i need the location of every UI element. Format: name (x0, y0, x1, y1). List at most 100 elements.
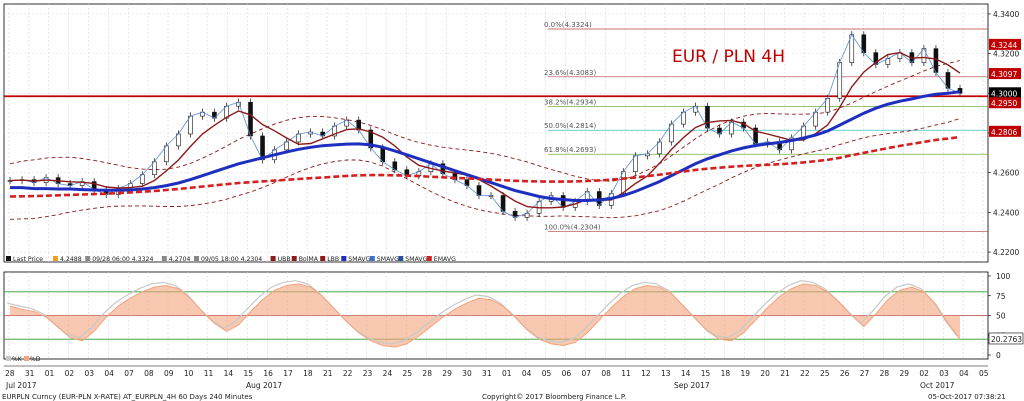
x-tick-label: 20 (760, 369, 770, 378)
x-tick-label: 29 (899, 369, 909, 378)
legend-label: SMAVG (348, 256, 370, 263)
price-tag (989, 38, 1021, 50)
legend-swatch (270, 256, 276, 261)
legend-label: SMAVG (377, 256, 399, 263)
x-tick-label: 05 (542, 369, 552, 378)
osc-legend-swatch (6, 356, 11, 361)
x-tick-label: 11 (621, 369, 631, 378)
fib-label: 0.0%(4.3324) (544, 21, 592, 29)
legend-swatch (85, 256, 91, 261)
price-tag-label: 4.3244 (991, 41, 1017, 50)
x-tick-label: 10 (184, 369, 194, 378)
x-tick-label: 11 (204, 369, 214, 378)
x-tick-label: 31 (482, 369, 492, 378)
osc-y-tick-label: 100 (996, 272, 1011, 281)
legend-label: 4.2704 (169, 256, 191, 263)
legend-swatch (341, 256, 347, 261)
month-label: Jul 2017 (5, 381, 37, 390)
legend-label: 09/05 18:00 4.2304 (201, 256, 262, 263)
price-tag (989, 87, 1021, 99)
legend-label: Last Price (13, 256, 43, 263)
legend-label: EMAVG (434, 256, 456, 263)
legend-label: 4.2488 (60, 256, 82, 263)
x-tick-label: 03 (939, 369, 949, 378)
x-tick-label: 22 (343, 369, 353, 378)
y-tick-label: 4.3200 (993, 50, 1019, 59)
price-tag (989, 125, 1021, 137)
x-tick-label: 14 (681, 369, 691, 378)
footer-source: EURPLN Curncy (EUR-PLN X-RATE) AT_EURPLN… (2, 393, 253, 401)
legend-label: 09/28 06:00 4.3324 (92, 256, 153, 263)
legend-swatch (291, 256, 297, 261)
x-tick-label: 28 (880, 369, 890, 378)
emavg-line (9, 135, 961, 198)
price-tag-label: 4.3000 (991, 89, 1017, 98)
x-tick-label: 01 (45, 369, 55, 378)
x-tick-label: 12 (641, 369, 651, 378)
oscillator-k-line (6, 280, 958, 345)
legend-label: BolMA (299, 256, 319, 263)
month-label: Sep 2017 (674, 381, 710, 390)
x-tick-label: 09 (164, 369, 174, 378)
osc-value-label: 20.2763 (991, 335, 1022, 344)
x-tick-label: 07 (124, 369, 134, 378)
month-label: Aug 2017 (246, 381, 282, 390)
legend-swatch (426, 256, 432, 261)
x-tick-label: 14 (224, 369, 234, 378)
osc-legend-label: %D (30, 356, 41, 363)
month-label: Oct 2017 (920, 381, 955, 390)
fast-smavg-line (9, 33, 961, 218)
x-tick-label: 18 (303, 369, 313, 378)
y-tick-label: 4.2400 (993, 208, 1019, 217)
x-tick-label: 23 (363, 369, 373, 378)
price-tag-label: 4.2950 (991, 99, 1017, 108)
x-tick-label: 06 (562, 369, 572, 378)
x-tick-label: 01 (502, 369, 512, 378)
x-tick-label: 05 (979, 369, 989, 378)
y-tick-label: 4.3400 (993, 10, 1019, 19)
x-tick-label: 25 (403, 369, 413, 378)
legend-swatch (369, 256, 375, 261)
legend-swatch (398, 256, 404, 261)
legend-label: LBB (327, 256, 339, 263)
slow-smavg-line (10, 90, 961, 202)
x-tick-label: 24 (383, 369, 393, 378)
x-tick-label: 16 (263, 369, 273, 378)
legend-label: UBB (278, 256, 291, 263)
osc-value-tag (988, 332, 1024, 345)
x-tick-label: 08 (144, 369, 154, 378)
x-tick-label: 28 (5, 369, 15, 378)
candle-body (933, 48, 939, 73)
y-tick-label: 4.2600 (993, 169, 1019, 178)
x-tick-label: 27 (860, 369, 870, 378)
x-tick-label: 26 (840, 369, 850, 378)
osc-y-tick-label: 50 (996, 312, 1006, 321)
legend-swatch (320, 256, 326, 261)
x-tick-label: 21 (323, 369, 333, 378)
x-tick-label: 08 (601, 369, 611, 378)
x-tick-label: 02 (919, 369, 929, 378)
fib-label: 50.0%(4.2814) (544, 122, 596, 130)
fib-label: 23.6%(4.3083) (544, 69, 596, 77)
footer-copyright: Copyright© 2017 Bloomberg Finance L.P. (482, 393, 626, 401)
chart-title: EUR / PLN 4H (672, 47, 785, 67)
legend-label: SMAVG (405, 256, 427, 263)
oscillator-d-line (9, 283, 961, 348)
x-tick-label: 31 (25, 369, 35, 378)
x-tick-label: 13 (661, 369, 671, 378)
price-tag-label: 4.2806 (991, 128, 1017, 137)
x-tick-label: 03 (85, 369, 95, 378)
x-tick-label: 15 (701, 369, 711, 378)
x-tick-label: 15 (244, 369, 254, 378)
x-tick-label: 28 (422, 369, 432, 378)
y-tick-label: 4.2200 (993, 248, 1019, 257)
x-tick-label: 04 (104, 369, 114, 378)
price-tag-label: 4.3097 (991, 70, 1017, 79)
x-tick-label: 17 (283, 369, 293, 378)
osc-legend-swatch (24, 356, 29, 361)
legend-swatch (161, 256, 167, 261)
x-tick-label: 02 (65, 369, 75, 378)
x-tick-label: 07 (581, 369, 591, 378)
